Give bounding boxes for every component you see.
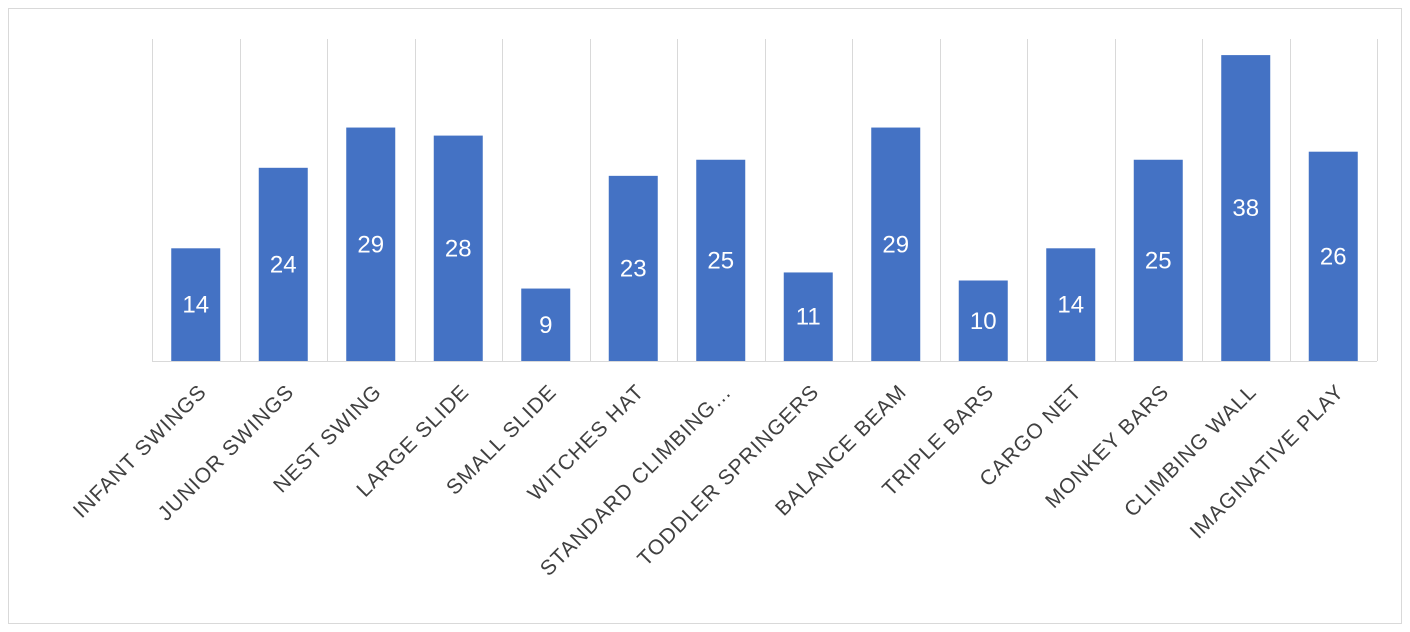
data-label: 26	[1320, 243, 1347, 270]
bar	[783, 272, 833, 361]
data-label: 25	[707, 247, 734, 274]
data-label: 38	[1232, 195, 1259, 222]
bar	[346, 127, 396, 361]
data-label: 23	[620, 255, 647, 282]
bar	[958, 280, 1008, 361]
data-label: 29	[882, 231, 909, 258]
category-tick-label: IMAGINATIVE PLAY	[1186, 380, 1349, 543]
data-label: 14	[182, 292, 209, 319]
data-label: 24	[270, 251, 297, 278]
bar	[171, 248, 221, 361]
category-tick-label: TODDLER SPRINGERS	[633, 380, 824, 571]
bar	[1308, 151, 1358, 361]
bar	[258, 167, 308, 361]
data-label: 25	[1145, 247, 1172, 274]
bar	[433, 135, 483, 361]
bar	[871, 127, 921, 361]
gridlines	[152, 39, 1378, 362]
bar	[1133, 159, 1183, 361]
bar	[521, 288, 571, 361]
data-label: 11	[796, 304, 821, 331]
bar	[1221, 55, 1271, 361]
bars	[171, 55, 1358, 361]
bar	[608, 175, 658, 361]
data-label: 14	[1057, 292, 1084, 319]
data-label: 9	[539, 312, 552, 339]
data-labels: 14 24 29 28 9 23 25 11 29 10 14 25 38 26	[182, 195, 1346, 339]
bar	[1046, 248, 1096, 361]
bar	[696, 159, 746, 361]
data-label: 28	[445, 235, 472, 262]
data-label: 29	[357, 231, 384, 258]
data-label: 10	[970, 308, 997, 335]
